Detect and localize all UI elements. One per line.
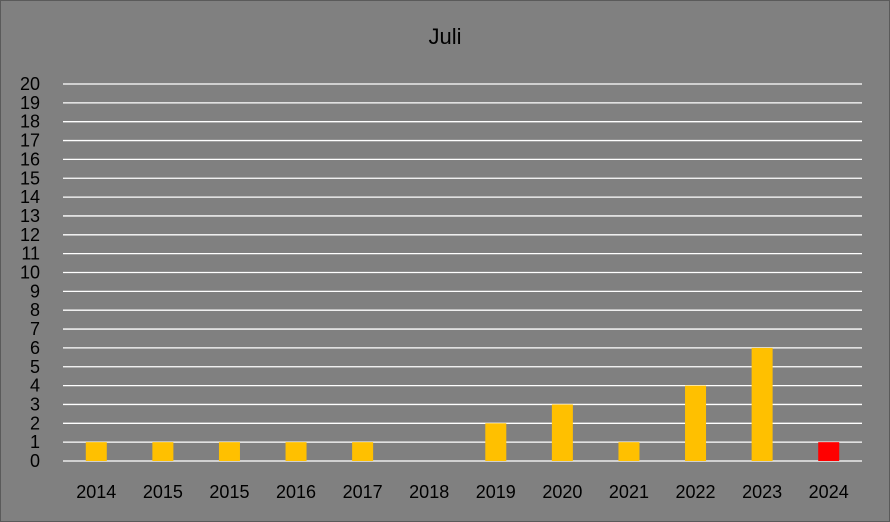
x-axis-ticks: 2014 2015 2015 2016 2017 2018 2019 2020 2021 2022…: [76, 482, 848, 502]
y-tick-label-1: 1: [30, 432, 40, 452]
y-tick-label-20: 20: [20, 74, 40, 94]
y-tick-label-3: 3: [30, 394, 40, 414]
bar-2021-8: [618, 442, 640, 461]
bar-2020-7: [551, 404, 573, 461]
y-tick-label-19: 19: [20, 93, 40, 113]
y-tick-label-11: 11: [21, 244, 40, 264]
y-tick-label-10: 10: [20, 263, 40, 283]
x-tick-label-7: 2020: [542, 482, 582, 502]
bar-2015-1: [152, 442, 174, 461]
bar-2014-0: [85, 442, 107, 461]
bar-2024-11: [818, 442, 840, 461]
bar-2017-4: [352, 442, 374, 461]
y-tick-label-8: 8: [30, 300, 40, 320]
y-tick-label-5: 5: [30, 357, 40, 377]
y-tick-label-18: 18: [20, 112, 40, 132]
x-tick-label-4: 2017: [343, 482, 383, 502]
y-tick-label-9: 9: [30, 281, 40, 301]
x-tick-label-6: 2019: [476, 482, 516, 502]
bar-2019-6: [485, 423, 507, 461]
y-tick-label-6: 6: [30, 338, 40, 358]
x-tick-label-5: 2018: [409, 482, 449, 502]
y-tick-label-0: 0: [30, 451, 40, 471]
bar-2022-9: [685, 385, 707, 461]
x-tick-label-1: 2015: [143, 482, 183, 502]
y-tick-label-12: 12: [20, 225, 40, 245]
y-tick-label-2: 2: [30, 413, 40, 433]
chart-title: Juli: [428, 24, 462, 49]
bar-2023-10: [751, 347, 773, 461]
y-tick-label-13: 13: [20, 206, 40, 226]
y-tick-label-4: 4: [30, 376, 40, 396]
y-tick-label-17: 17: [20, 131, 40, 151]
y-tick-label-16: 16: [20, 149, 40, 169]
bar-2015-2: [218, 442, 240, 461]
y-tick-label-14: 14: [20, 187, 40, 207]
bars: [85, 347, 840, 461]
bar-2016-3: [285, 442, 307, 461]
y-tick-label-15: 15: [20, 168, 40, 188]
x-tick-label-9: 2022: [676, 482, 716, 502]
x-tick-label-8: 2021: [609, 482, 649, 502]
x-tick-label-0: 2014: [76, 482, 116, 502]
gridlines: [63, 83, 862, 462]
x-tick-label-10: 2023: [742, 482, 782, 502]
x-tick-label-2: 2015: [209, 482, 249, 502]
x-tick-label-3: 2016: [276, 482, 316, 502]
y-tick-label-7: 7: [30, 319, 40, 339]
x-tick-label-11: 2024: [809, 482, 849, 502]
